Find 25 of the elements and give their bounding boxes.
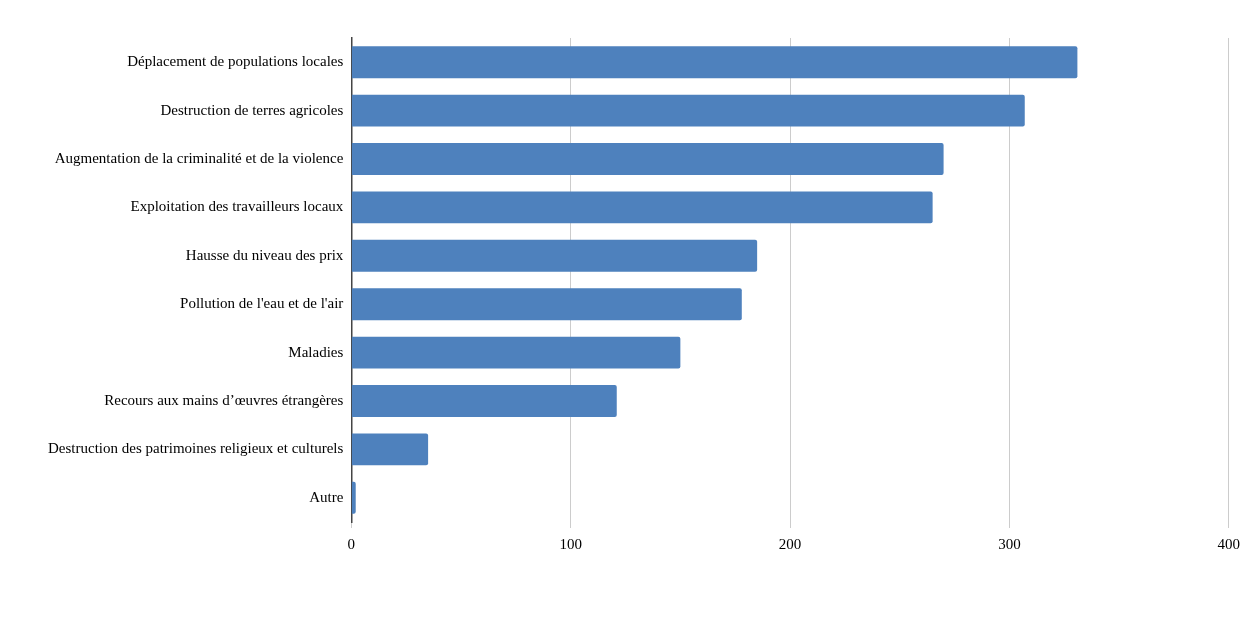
x-tick-label: 400 [1217,535,1240,552]
bar [351,385,617,417]
y-tick-label: Déplacement de populations locales [127,53,344,70]
bar [351,433,429,466]
bar [351,94,1025,127]
y-tick-label: Pollution de l'eau et de l'air [180,295,344,312]
bar [351,239,758,272]
y-tick-label: Exploitation des travailleurs locaux [130,198,344,215]
bar [351,481,356,514]
bar [351,288,742,321]
y-tick-label: Autre [309,488,344,505]
x-tick-label: 200 [778,535,802,552]
y-tick-label: Augmentation de la criminalité et de la violence [54,149,344,166]
bar [351,46,1078,79]
y-tick-label: Maladies [288,343,344,360]
bar [351,336,681,369]
y-tick-label: Destruction de terres agricoles [160,101,344,118]
bar [351,191,933,224]
x-tick-label: 0 [347,535,356,552]
x-tick-label: 300 [998,535,1021,552]
y-tick-label: Hausse du niveau des prix [185,246,344,263]
x-tick-label: 100 [559,535,582,552]
y-tick-label: Destruction des patrimoines religieux et culturels [47,440,344,457]
y-tick-label: Recours aux mains d’œuvres étrangères [104,391,344,408]
bar [351,143,944,175]
